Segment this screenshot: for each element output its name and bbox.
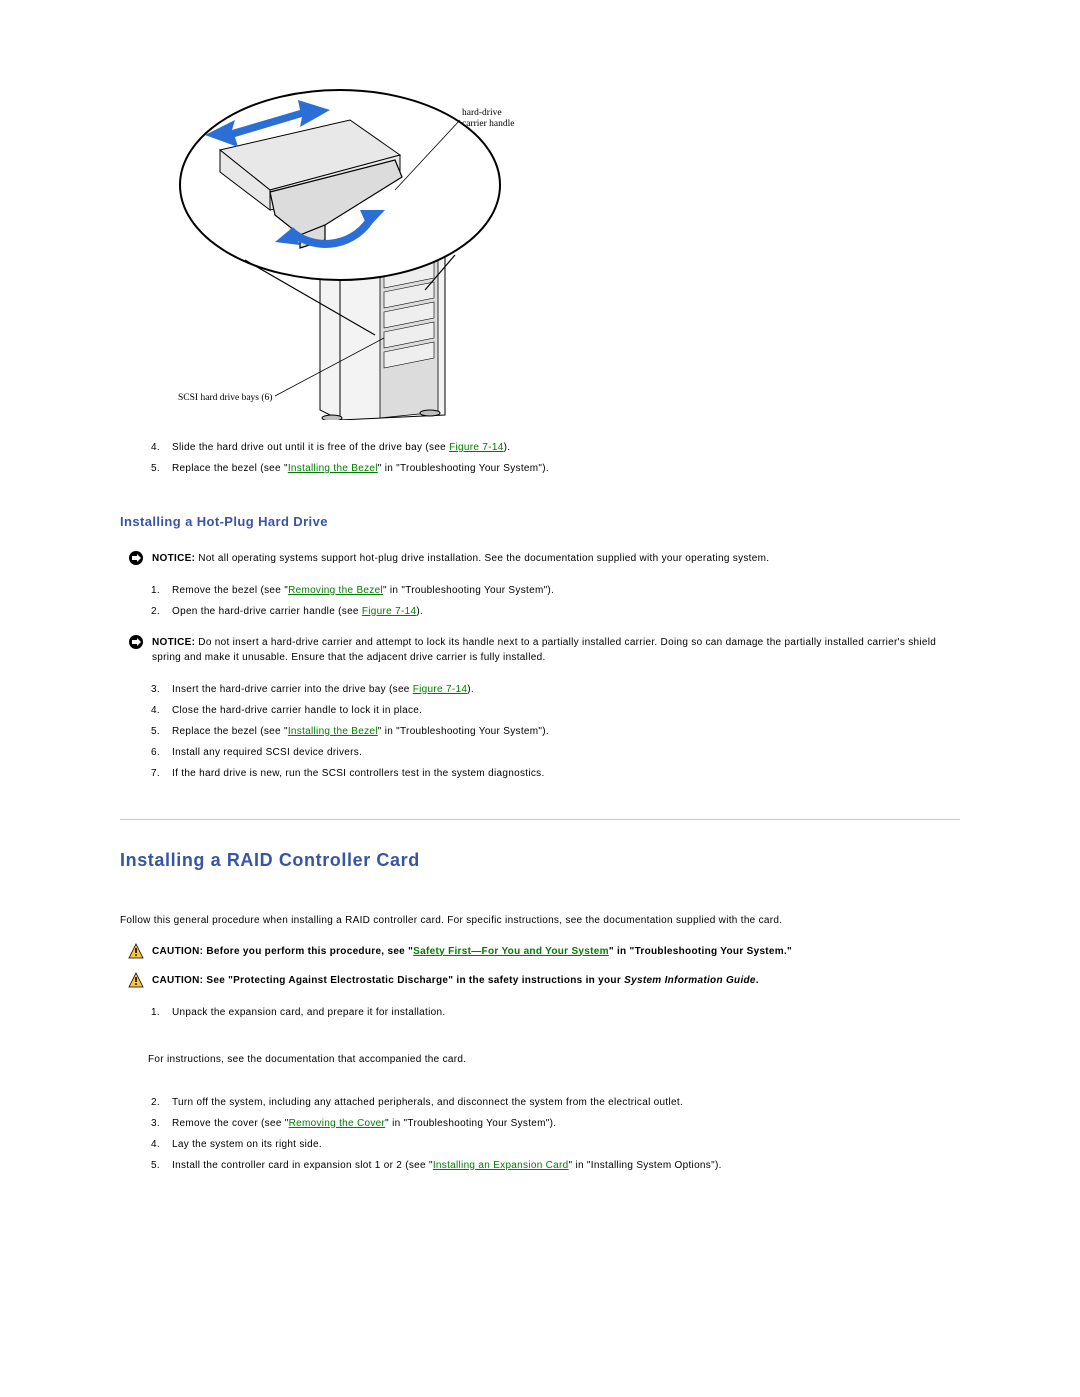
step-1-note: For instructions, see the documentation …: [148, 1050, 960, 1069]
notice-text: NOTICE: Not all operating systems suppor…: [152, 551, 960, 567]
page-content: hard-drive carrier handle SCSI hard driv…: [0, 80, 1080, 1377]
step-4: 4. Slide the hard drive out until it is …: [148, 438, 960, 457]
step-2: 2. Open the hard-drive carrier handle (s…: [148, 602, 960, 621]
notice-icon: [128, 634, 144, 650]
caution-1: CAUTION: Before you perform this procedu…: [128, 944, 960, 960]
notice-icon: [128, 550, 144, 566]
step-num: 5.: [148, 459, 160, 478]
step-7: 7. If the hard drive is new, run the SCS…: [148, 764, 960, 783]
step-2: 2. Turn off the system, including any at…: [148, 1093, 960, 1112]
link-safety-first[interactable]: Safety First—For You and Your System: [413, 946, 609, 957]
heading-hotplug: Installing a Hot-Plug Hard Drive: [120, 514, 960, 529]
steps-continued: 4. Slide the hard drive out until it is …: [148, 438, 960, 478]
figure-7-14: hard-drive carrier handle SCSI hard driv…: [150, 80, 960, 420]
link-figure-7-14[interactable]: Figure 7-14: [413, 684, 467, 695]
step-1: 1. Remove the bezel (see "Removing the B…: [148, 581, 960, 600]
link-removing-bezel[interactable]: Removing the Bezel: [288, 585, 383, 596]
steps-hotplug-b: 3. Insert the hard-drive carrier into th…: [148, 680, 960, 783]
callout-handle: hard-drive carrier handle: [462, 108, 514, 129]
link-removing-cover[interactable]: Removing the Cover: [289, 1118, 386, 1129]
step-body: Slide the hard drive out until it is fre…: [172, 438, 960, 457]
caution-text: CAUTION: See "Protecting Against Electro…: [152, 973, 960, 989]
step-num: 4.: [148, 438, 160, 457]
steps-raid-b: 2. Turn off the system, including any at…: [148, 1093, 960, 1175]
step-5: 5. Install the controller card in expans…: [148, 1156, 960, 1175]
step-5: 5. Replace the bezel (see "Installing th…: [148, 722, 960, 741]
notice-text: NOTICE: Do not insert a hard-drive carri…: [152, 635, 960, 666]
caution-icon: [128, 943, 144, 959]
step-3: 3. Remove the cover (see "Removing the C…: [148, 1114, 960, 1133]
notice-2: NOTICE: Do not insert a hard-drive carri…: [128, 635, 960, 666]
caution-text: CAUTION: Before you perform this procedu…: [152, 944, 960, 960]
step-body: Replace the bezel (see "Installing the B…: [172, 459, 960, 478]
caution-2: CAUTION: See "Protecting Against Electro…: [128, 973, 960, 989]
steps-raid: 1. Unpack the expansion card, and prepar…: [148, 1003, 960, 1022]
step-4: 4. Lay the system on its right side.: [148, 1135, 960, 1154]
callout-bays: SCSI hard drive bays (6): [178, 392, 272, 403]
link-figure-7-14[interactable]: Figure 7-14: [449, 442, 503, 453]
section-divider: [120, 819, 960, 820]
step-6: 6. Install any required SCSI device driv…: [148, 743, 960, 762]
step-5: 5. Replace the bezel (see "Installing th…: [148, 459, 960, 478]
caution-icon: [128, 972, 144, 988]
figure-svg: hard-drive carrier handle SCSI hard driv…: [150, 80, 630, 420]
notice-1: NOTICE: Not all operating systems suppor…: [128, 551, 960, 567]
link-installing-bezel[interactable]: Installing the Bezel: [288, 726, 378, 737]
step-1: 1. Unpack the expansion card, and prepar…: [148, 1003, 960, 1022]
link-installing-expansion-card[interactable]: Installing an Expansion Card: [433, 1160, 569, 1171]
step-4: 4. Close the hard-drive carrier handle t…: [148, 701, 960, 720]
step-3: 3. Insert the hard-drive carrier into th…: [148, 680, 960, 699]
link-installing-bezel[interactable]: Installing the Bezel: [288, 463, 378, 474]
link-figure-7-14[interactable]: Figure 7-14: [362, 606, 416, 617]
heading-raid: Installing a RAID Controller Card: [120, 850, 960, 871]
steps-hotplug-a: 1. Remove the bezel (see "Removing the B…: [148, 581, 960, 621]
raid-intro: Follow this general procedure when insta…: [120, 911, 960, 930]
